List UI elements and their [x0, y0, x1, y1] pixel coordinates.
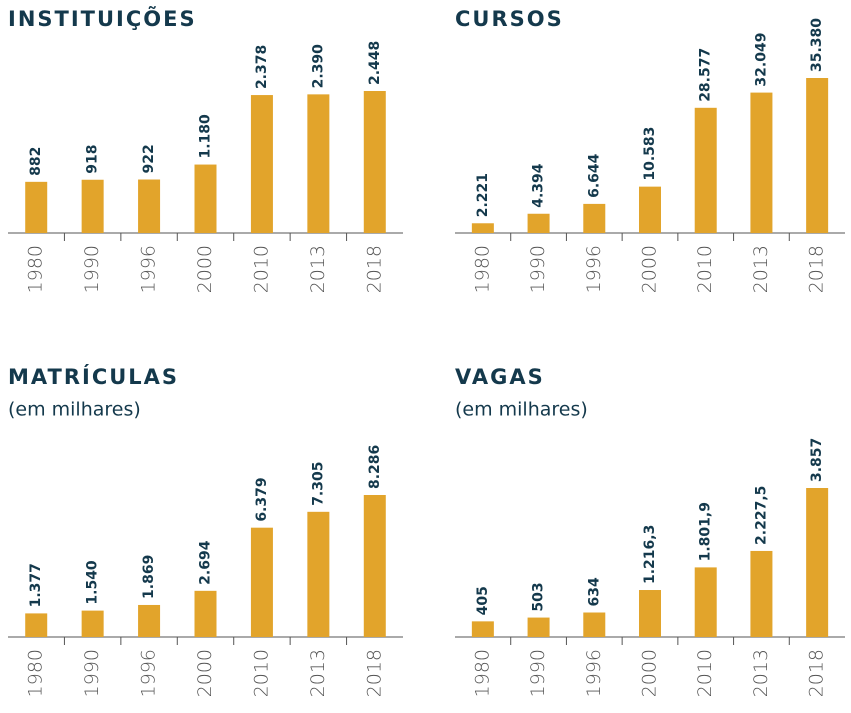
value-label: 1.801,9 [698, 502, 714, 561]
x-tick-label: 1980 [25, 649, 47, 697]
x-tick-label: 1996 [138, 649, 160, 697]
x-tick-label: 2013 [307, 649, 329, 697]
bar [81, 610, 104, 637]
x-tick-label: 1990 [81, 649, 103, 697]
value-label: 503 [531, 582, 547, 611]
bar [694, 107, 717, 233]
bar [25, 181, 48, 233]
value-label: 35.380 [809, 18, 825, 72]
bar [307, 94, 330, 233]
value-label: 634 [586, 577, 602, 606]
bar [471, 621, 494, 637]
value-label: 32.049 [753, 33, 769, 87]
chart-subtitle: (em milhares) [8, 399, 141, 421]
x-tick-label: 2000 [639, 245, 661, 293]
x-tick-label: 2018 [806, 649, 828, 697]
value-label: 28.577 [698, 48, 714, 102]
bar [583, 612, 606, 637]
value-label: 405 [475, 586, 491, 615]
x-tick-label: 2013 [750, 649, 772, 697]
x-tick-label: 2010 [694, 245, 716, 293]
x-tick-label: 2018 [363, 649, 385, 697]
x-tick-label: 1980 [25, 245, 47, 293]
bar [307, 511, 330, 637]
value-label: 4.394 [531, 163, 547, 208]
x-tick-label: 2010 [250, 649, 272, 697]
x-tick-label: 1990 [527, 649, 549, 697]
x-tick-label: 2010 [250, 245, 272, 293]
bar [138, 604, 161, 637]
value-label: 7.305 [310, 462, 326, 506]
x-tick-label: 2018 [363, 245, 385, 293]
x-tick-label: 1980 [471, 649, 493, 697]
bar [138, 179, 161, 233]
bar [471, 223, 494, 233]
bar [363, 495, 386, 637]
value-label: 918 [85, 145, 101, 174]
value-label: 2.378 [254, 45, 270, 89]
bar [750, 550, 773, 637]
value-label: 6.379 [254, 477, 270, 521]
chart-subtitle: (em milhares) [455, 399, 588, 421]
chart-title: CURSOS [455, 7, 564, 31]
x-tick-label: 2000 [194, 649, 216, 697]
x-tick-label: 2013 [307, 245, 329, 293]
value-label: 1.540 [85, 560, 101, 605]
x-tick-label: 1996 [138, 245, 160, 293]
bar [639, 186, 661, 233]
value-label: 8.286 [367, 445, 383, 489]
value-label: 882 [28, 147, 44, 176]
x-tick-label: 1990 [527, 245, 549, 293]
bar [806, 78, 829, 233]
value-label: 2.448 [367, 41, 383, 85]
chart-title: INSTITUIÇÕES [8, 6, 197, 31]
x-tick-label: 1990 [81, 245, 103, 293]
x-tick-label: 2000 [194, 245, 216, 293]
x-tick-label: 2010 [694, 649, 716, 697]
bar [750, 92, 773, 233]
bar [250, 95, 273, 233]
x-tick-label: 1980 [471, 245, 493, 293]
bar [194, 590, 217, 637]
value-label: 3.857 [809, 438, 825, 482]
value-label: 2.227,5 [753, 486, 769, 545]
value-label: 2.390 [310, 44, 326, 89]
x-tick-label: 2013 [750, 245, 772, 293]
value-label: 10.583 [642, 127, 658, 181]
value-label: 2.221 [475, 173, 491, 217]
value-label: 1.216,3 [642, 525, 658, 584]
value-label: 1.180 [198, 114, 214, 159]
x-tick-label: 2018 [806, 245, 828, 293]
x-tick-label: 1996 [583, 245, 605, 293]
value-label: 6.644 [586, 153, 602, 198]
bar [694, 567, 717, 637]
x-tick-label: 1996 [583, 649, 605, 697]
chart-title: VAGAS [455, 365, 545, 389]
bar [639, 590, 661, 637]
bar [81, 179, 104, 233]
value-label: 922 [141, 144, 157, 173]
value-label: 1.869 [141, 555, 157, 599]
value-label: 1.377 [28, 563, 44, 607]
bar [806, 488, 829, 637]
x-tick-label: 2000 [639, 649, 661, 697]
bar [25, 613, 48, 637]
bar [250, 527, 273, 637]
value-label: 2.694 [198, 540, 214, 585]
chart-title: MATRÍCULAS [8, 364, 179, 389]
bar [363, 91, 386, 233]
bar [194, 164, 217, 233]
bar [583, 203, 606, 233]
bar [527, 617, 550, 637]
bar [527, 213, 550, 233]
